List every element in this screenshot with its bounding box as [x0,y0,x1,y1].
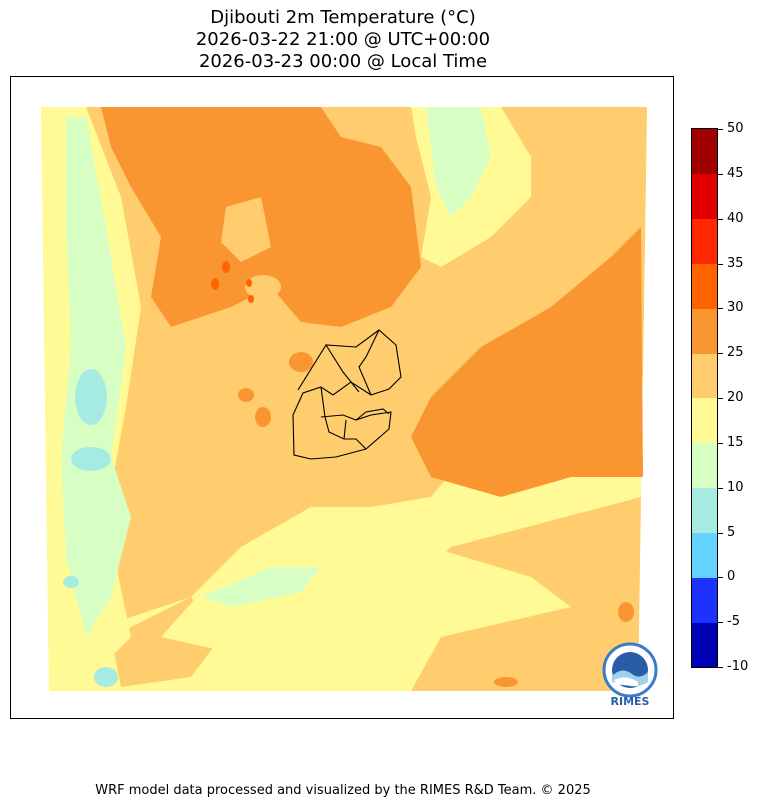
colorbar-tick-label: -5 [727,614,740,630]
colorbar-tick-label: 40 [727,210,744,226]
colorbar-tick [718,218,723,220]
temp-field-10-15-northeast [426,107,491,217]
temp-blob-25-30-a [289,352,313,372]
colorbar-tick [718,353,723,355]
map-title-line-3: 2026-03-23 00:00 @ Local Time [198,51,488,72]
colorbar-tick-label: 0 [727,569,736,585]
colorbar-tick [718,129,723,130]
colorbar-segment [692,308,717,354]
colorbar-segment [692,442,717,489]
colorbar-tick [718,442,723,444]
colorbar-segment [692,353,717,399]
temp-blob-5-10-d [94,667,118,687]
djibouti-border [292,329,402,460]
colorbar-tick [718,532,723,534]
colorbar-tick [718,622,723,624]
temp-blob-25-30-e [494,677,518,687]
colorbar-segment [692,398,717,444]
temperature-colorbar [691,128,718,668]
colorbar-segment [692,129,717,175]
map-panel [10,76,674,719]
colorbar-segment [692,532,717,578]
colorbar-tick-label: 20 [727,390,744,405]
colorbar-tick-label: 15 [727,434,744,450]
colorbar-segment [692,487,717,533]
colorbar-segment [692,263,717,309]
temp-blob-30-35-d [248,295,254,303]
temp-blob-25-30-b [255,407,271,427]
temp-field-20-25-pocket [221,197,271,262]
colorbar-tick-label: 35 [727,255,744,271]
colorbar-tick-label: -10 [727,659,749,674]
temp-blob-30-35-c [246,279,252,287]
temperature-field-map [41,107,647,691]
colorbar-segment [692,173,717,220]
colorbar-tick [718,308,723,310]
colorbar-tick [718,263,723,265]
colorbar-segment [692,622,717,668]
colorbar-segment [692,577,717,623]
colorbar-tick [718,667,723,668]
map-title-line-1: Djibouti 2m Temperature (°C) [210,7,476,28]
colorbar-tick [718,577,723,579]
temp-blob-30-35-a [222,261,230,273]
temp-blob-5-10-b [71,447,111,471]
svg-text:RIMES: RIMES [611,695,650,708]
temp-field-25-30-east [411,227,643,497]
colorbar-tick-label: 10 [727,479,744,495]
map-title-line-2: 2026-03-22 21:00 @ UTC+00:00 [195,29,491,50]
rimes-logo: RIMES [602,642,658,708]
colorbar-segment [692,218,717,264]
colorbar-tick-label: 30 [727,300,744,316]
temp-blob-30-35-b [211,278,219,290]
colorbar-tick-label: 50 [727,121,744,136]
temp-blob-20-25-f [245,275,281,299]
temp-field-10-15-south [201,567,321,607]
colorbar-tick [718,487,723,489]
colorbar-tick [718,173,723,175]
colorbar-tick [718,398,723,399]
temp-field-15-20-south [161,507,571,657]
colorbar-tick-label: 45 [727,165,744,181]
temp-blob-5-10-a [75,369,107,425]
temp-blob-25-30-d [618,602,634,622]
temp-blob-25-30-c [238,388,254,402]
temp-blob-5-10-c [63,576,79,588]
colorbar-tick-label: 25 [727,345,744,361]
colorbar-tick-label: 5 [727,524,736,540]
credit-footer: WRF model data processed and visualized … [95,783,591,798]
